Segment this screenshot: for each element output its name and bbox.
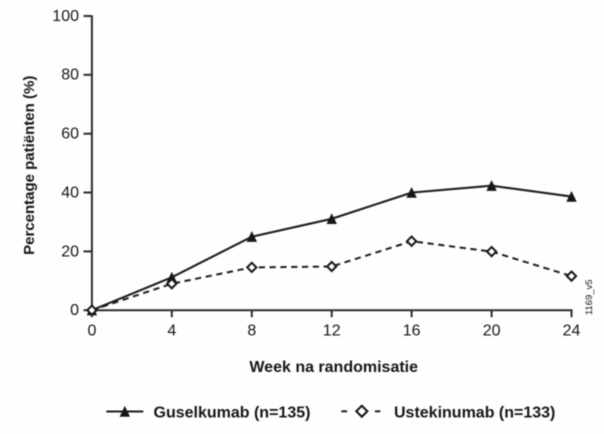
svg-text:Ustekinumab (n=133): Ustekinumab (n=133) <box>394 405 555 422</box>
svg-text:24: 24 <box>563 323 581 340</box>
svg-text:Week na randomisatie: Week na randomisatie <box>249 359 418 376</box>
svg-text:1169_v5: 1169_v5 <box>584 279 595 315</box>
svg-text:Percentage patiënten (%): Percentage patiënten (%) <box>21 76 38 255</box>
svg-text:20: 20 <box>483 323 501 340</box>
svg-text:4: 4 <box>167 323 176 340</box>
svg-text:Guselkumab (n=135): Guselkumab (n=135) <box>154 405 311 422</box>
svg-text:0: 0 <box>70 302 79 319</box>
svg-text:60: 60 <box>61 126 79 143</box>
svg-text:16: 16 <box>403 323 421 340</box>
svg-text:80: 80 <box>61 67 79 84</box>
svg-text:0: 0 <box>87 323 96 340</box>
svg-text:12: 12 <box>323 323 341 340</box>
svg-text:8: 8 <box>247 323 256 340</box>
svg-text:20: 20 <box>61 243 79 260</box>
svg-text:40: 40 <box>61 184 79 201</box>
svg-text:100: 100 <box>52 8 79 25</box>
